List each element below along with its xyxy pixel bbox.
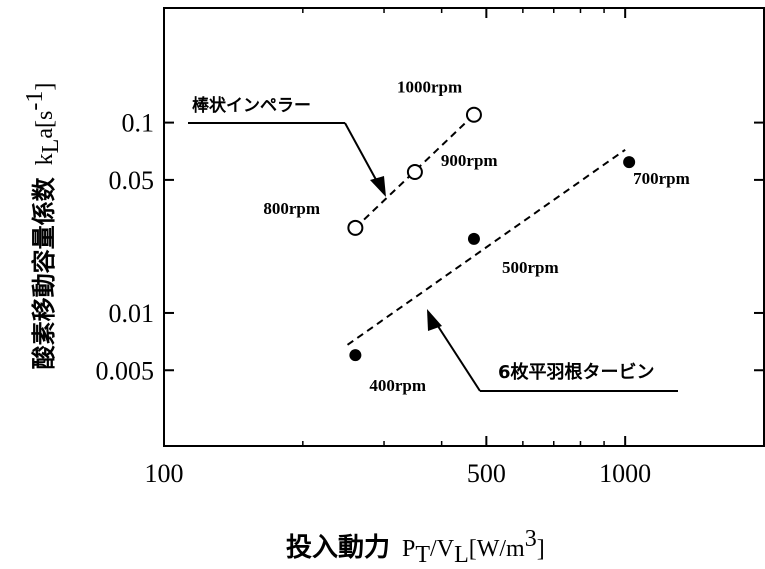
plot-frame [163,7,765,447]
point-label-400rpm: 400rpm [369,376,426,395]
y-tick-label-0.005: 0.005 [96,356,155,385]
y-axis-symbol-k-sub: L [38,139,64,154]
y-axis-symbol-sup: -1 [22,91,48,111]
x-axis-symbol-p-sub: T [415,542,430,568]
x-tick-label-500: 500 [467,459,506,488]
x-axis-symbol-p: P [402,536,415,562]
data-point-open [406,164,423,181]
x-axis-symbol-v: V [437,536,455,562]
axis-ticks [163,8,764,446]
rod-impeller-label: 棒状インペラー [192,95,311,116]
y-axis-symbol-a: a[s [32,111,58,139]
y-tick-label-0.01: 0.01 [109,299,155,328]
fit-line-series-1 [346,148,626,346]
fit-lines [346,113,626,346]
data-point-filled [467,232,480,245]
turbine-label: 6枚平羽根タービン [498,361,655,383]
series-annotation-turbine: 6枚平羽根タービン [427,309,678,392]
x-axis-title-jp: 投入動力 [286,533,390,563]
axis-tick-labels: 100 500 1000 0.1 0.05 0.01 0.005 [96,109,652,488]
rod-impeller-leader-arrow-shaft [344,122,381,188]
x-axis-symbol-unit-sup: 3 [525,526,537,552]
point-label-700rpm: 700rpm [633,169,690,188]
data-point-open [347,219,364,236]
y-tick-label-0.05: 0.05 [109,166,155,195]
turbine-leader-arrow-shaft [433,319,481,392]
fit-line-series-0 [354,113,475,229]
point-label-800rpm: 800rpm [263,199,320,218]
data-point-filled [623,156,636,169]
x-axis-symbol-unit: [W/m [469,536,525,562]
x-tick-label-100: 100 [145,459,184,488]
point-label-900rpm: 900rpm [441,151,498,170]
rod-impeller-arrowhead [370,176,386,197]
y-tick-label-0.1: 0.1 [122,109,155,138]
x-axis-symbol-unit-close: ] [537,536,545,562]
turbine-arrowhead [427,309,442,331]
point-label-500rpm: 500rpm [502,258,559,277]
data-point-filled [349,349,362,362]
x-axis-symbol-v-sub: L [454,542,469,568]
svg-text:酸素移動容量係数kLa[s-1]: 酸素移動容量係数 kLa[s-1] [22,83,64,370]
data-point-open [465,106,482,123]
data-points [347,106,636,362]
x-axis-title: 投入動力 PT/VL[W/m3] [286,526,545,568]
y-axis-title: 酸素移動容量係数 kLa[s-1] [22,83,64,370]
series-annotation-rod-impeller: 棒状インペラー [188,95,386,197]
y-axis-symbol-close: ] [32,83,58,91]
y-axis-title-jp: 酸素移動容量係数 [30,176,58,369]
x-tick-label-1000: 1000 [599,459,651,488]
point-labels: 800rpm 900rpm 1000rpm 400rpm 500rpm 700rpm [263,78,689,395]
x-axis-symbol-slash: / [430,536,437,562]
point-label-1000rpm: 1000rpm [397,78,462,97]
y-axis-symbol-k: k [32,153,58,165]
